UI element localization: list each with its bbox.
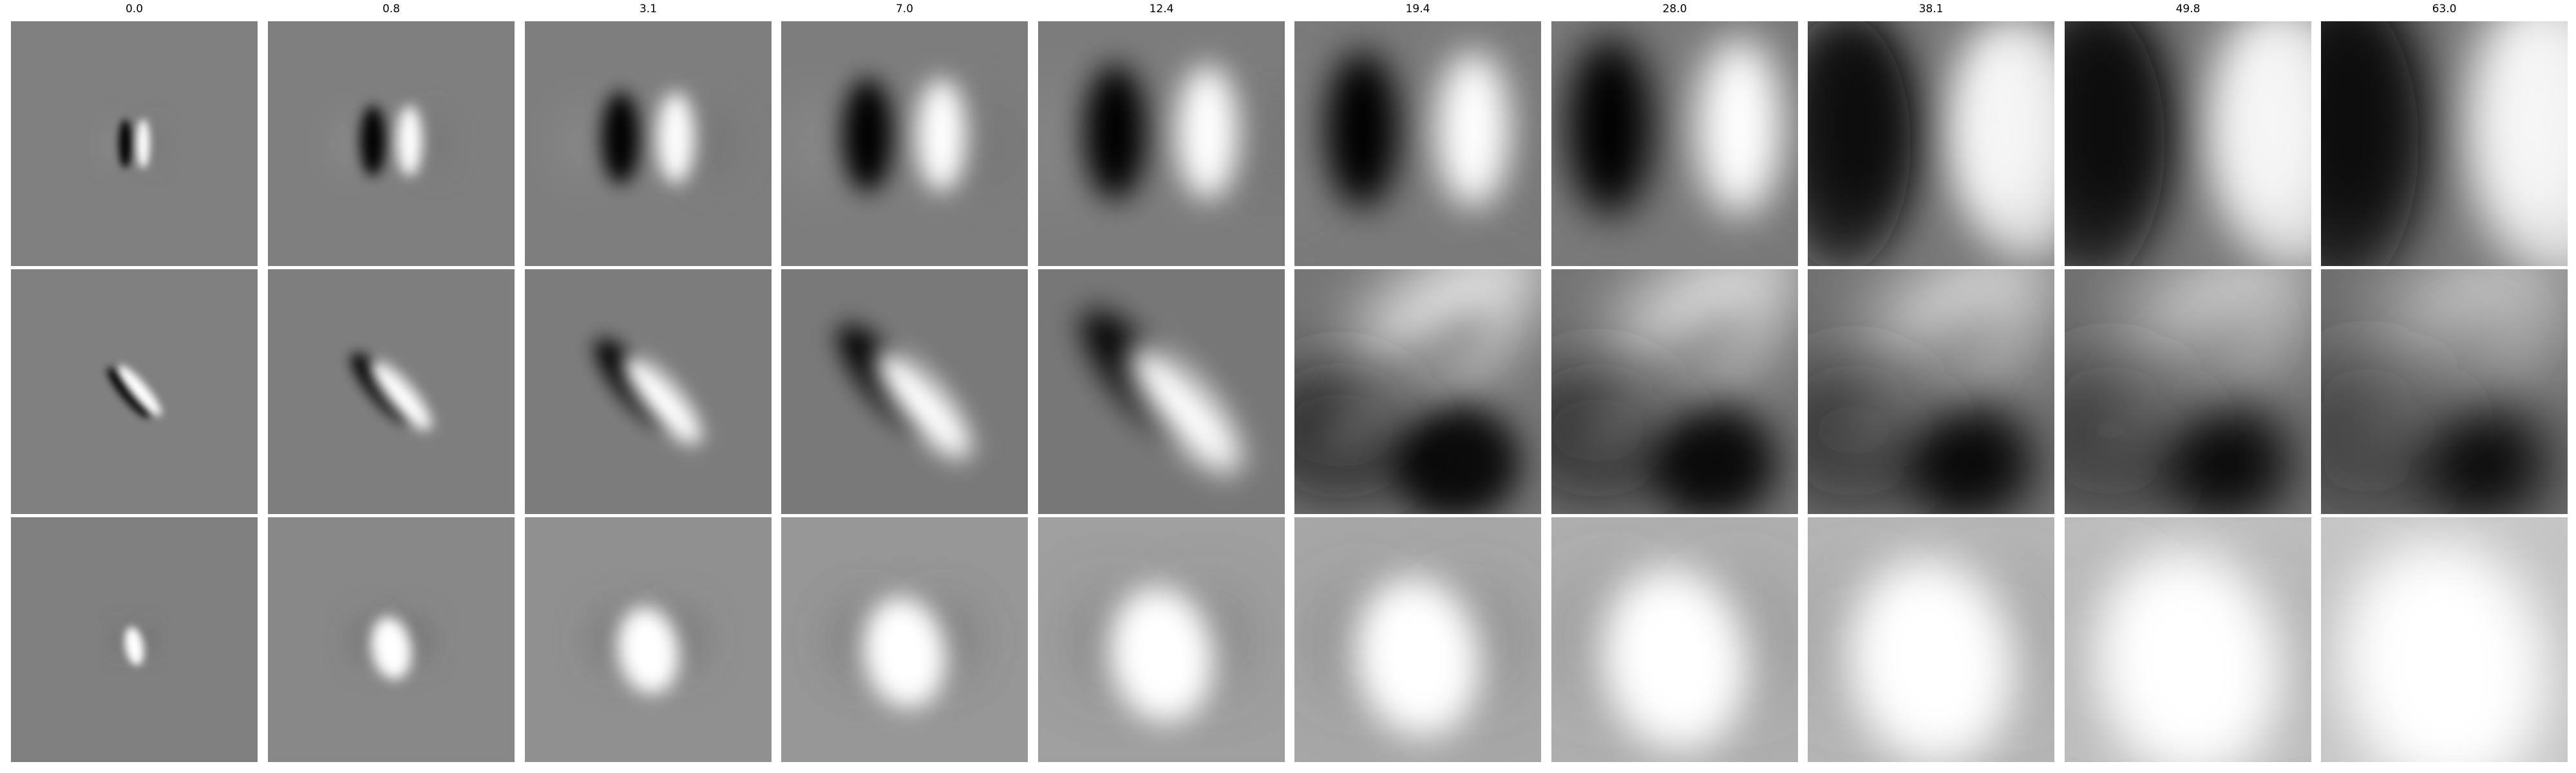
column-title: 3.1 <box>639 3 658 15</box>
column-title: 49.8 <box>2175 3 2201 15</box>
filter-panel-vertical-dipole <box>2065 21 2311 266</box>
filter-panel-vertical-dipole <box>2321 21 2568 266</box>
filter-panel-vertical-dipole <box>1808 21 2054 266</box>
filter-panel-vertical-dipole <box>1294 21 1541 266</box>
filter-panel-diagonal-dipole <box>2321 269 2568 514</box>
filter-panel-center-blob <box>1551 517 1798 762</box>
filter-panel-center-blob <box>525 517 772 762</box>
filter-panel-center-blob <box>1808 517 2054 762</box>
column-title: 38.1 <box>1918 3 1944 15</box>
filter-panel-diagonal-dipole <box>2065 269 2311 514</box>
filter-panel-center-blob <box>2321 517 2568 762</box>
filter-panel-center-blob <box>781 517 1028 762</box>
column-title: 28.0 <box>1662 3 1687 15</box>
filter-panel-center-blob <box>1294 517 1541 762</box>
column-title: 19.4 <box>1405 3 1430 15</box>
filter-panel-diagonal-dipole <box>1294 269 1541 514</box>
column-title: 0.8 <box>382 3 401 15</box>
filter-panel-diagonal-dipole <box>525 269 772 514</box>
filter-panel-center-blob <box>11 517 258 762</box>
filter-panel-diagonal-dipole <box>1551 269 1798 514</box>
filter-panel-vertical-dipole <box>268 21 515 266</box>
filter-panel-center-blob <box>2065 517 2311 762</box>
filter-panel-diagonal-dipole <box>1038 269 1285 514</box>
filter-panel-diagonal-dipole <box>1808 269 2054 514</box>
column-title: 7.0 <box>895 3 914 15</box>
column-title: 63.0 <box>2432 3 2457 15</box>
column-title: 12.4 <box>1149 3 1174 15</box>
filter-panel-vertical-dipole <box>525 21 772 266</box>
filter-panel-diagonal-dipole <box>11 269 258 514</box>
filter-panel-vertical-dipole <box>1551 21 1798 266</box>
filter-panel-vertical-dipole <box>1038 21 1285 266</box>
filter-panel-center-blob <box>268 517 515 762</box>
filter-panel-vertical-dipole <box>11 21 258 266</box>
column-title: 0.0 <box>125 3 144 15</box>
filter-panel-diagonal-dipole <box>268 269 515 514</box>
filter-panel-diagonal-dipole <box>781 269 1028 514</box>
filter-panel-vertical-dipole <box>781 21 1028 266</box>
filter-panel-center-blob <box>1038 517 1285 762</box>
